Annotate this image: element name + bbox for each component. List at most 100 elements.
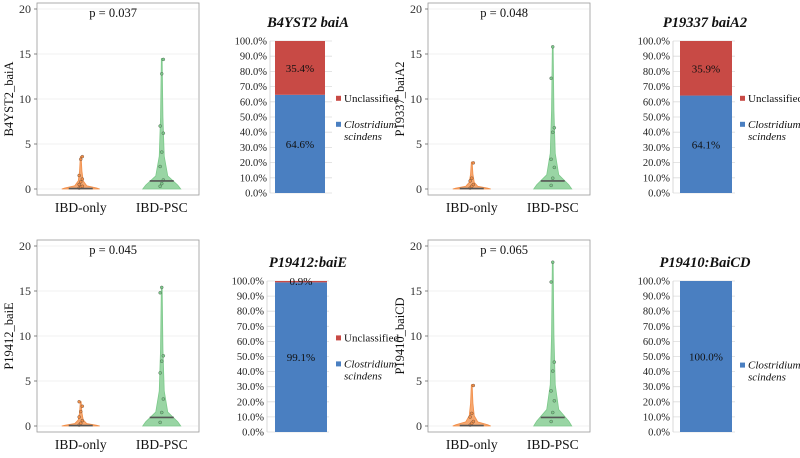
- violin-p19337: 0 5 10 15 20 p = 0.048 P19337_baiA2 IBD-only IBD…: [393, 2, 591, 215]
- segment-value-label: 64.6%: [286, 139, 314, 151]
- legend-label: Clostridium: [748, 119, 800, 131]
- data-point: [77, 400, 81, 404]
- data-point: [551, 369, 555, 373]
- data-point: [470, 176, 474, 180]
- data-point: [549, 157, 553, 161]
- y-tick-label: 100.0%: [235, 37, 268, 48]
- y-tick-label: 20.0%: [643, 158, 670, 169]
- data-point: [551, 176, 555, 180]
- y-tick-label: 60.0%: [643, 337, 670, 348]
- legend-swatch: [740, 362, 745, 368]
- y-tick-label: 70.0%: [237, 322, 264, 333]
- legend-swatch: [740, 121, 745, 127]
- y-tick-label: 20.0%: [643, 397, 670, 408]
- y-tick-label: 30.0%: [240, 143, 267, 154]
- y-tick-label: 60.0%: [643, 97, 670, 108]
- p-value-annotation: p = 0.045: [89, 243, 137, 257]
- data-point: [551, 410, 555, 415]
- chart-title: P19337 baiA2: [663, 15, 747, 31]
- legend-swatch: [740, 95, 745, 101]
- violin-shape-ibd-only: [61, 401, 100, 427]
- legend-label-line2: scindens: [344, 131, 382, 143]
- y-tick-label: 50.0%: [240, 113, 267, 124]
- x-category-label: IBD-only: [446, 200, 498, 215]
- data-point: [551, 130, 555, 134]
- y-tick-label: 15: [410, 284, 422, 298]
- data-point: [80, 418, 84, 423]
- p-value-annotation: p = 0.048: [480, 6, 528, 20]
- data-point: [77, 182, 81, 187]
- legend-swatch: [336, 361, 341, 367]
- y-tick-label: 70.0%: [643, 82, 670, 93]
- y-tick-label: 90.0%: [643, 52, 670, 63]
- y-tick-label: 20: [19, 2, 31, 16]
- data-point: [160, 150, 164, 154]
- y-tick-label: 70.0%: [240, 82, 267, 93]
- y-tick-label: 90.0%: [237, 292, 264, 303]
- legend-label-line2: scindens: [344, 370, 382, 382]
- data-point: [79, 421, 83, 425]
- data-point: [549, 280, 553, 284]
- data-point: [552, 399, 556, 403]
- y-axis-label: P19412_baiE: [2, 302, 16, 370]
- y-tick-label: 15: [19, 284, 31, 298]
- y-tick-label: 100.0%: [638, 277, 671, 288]
- y-tick-label: 10: [19, 329, 31, 343]
- data-point: [158, 124, 162, 128]
- data-point: [158, 371, 162, 375]
- data-point: [471, 383, 475, 388]
- chart-title: P19412:baiE: [269, 255, 347, 271]
- legend-label: Unclassified: [344, 332, 399, 344]
- y-axis-label: P19410_baiCD: [393, 297, 407, 374]
- data-point: [158, 184, 162, 188]
- data-point: [160, 72, 164, 76]
- y-tick-label: 80.0%: [240, 67, 267, 78]
- bar-segment-unclassified: [275, 41, 325, 95]
- legend-label-line2: scindens: [748, 131, 786, 143]
- y-tick-label: 40.0%: [240, 128, 267, 139]
- bar-p19410: 0.0% 10.0% 20.0% 30.0% 40.0% 50.0% 60.0% 70.0% 8…: [638, 255, 800, 439]
- y-tick-label: 20: [410, 2, 422, 16]
- y-tick-label: 10: [19, 92, 31, 106]
- data-point: [80, 177, 84, 181]
- segment-value-label: 99.1%: [287, 352, 315, 364]
- y-tick-label: 20: [410, 239, 422, 253]
- x-category-label: IBD-PSC: [136, 437, 188, 452]
- y-tick-label: 50.0%: [643, 352, 670, 363]
- y-tick-label: 40.0%: [643, 128, 670, 139]
- segment-value-label: 35.9%: [692, 63, 720, 75]
- bar-segment-clostridium-scindens: [680, 95, 732, 193]
- y-tick-label: 0: [416, 182, 422, 196]
- data-point: [471, 161, 475, 165]
- y-tick-label: 0: [416, 419, 422, 433]
- y-tick-label: 70.0%: [643, 322, 670, 333]
- x-category-label: IBD-PSC: [527, 437, 579, 452]
- y-tick-label: 20.0%: [237, 397, 264, 408]
- y-axis-label: B4YST2_baiA: [2, 62, 16, 137]
- data-point: [471, 419, 475, 424]
- legend-swatch: [336, 121, 341, 127]
- violin-p19412: 0 5 10 15 20 p = 0.045 P19412_baiE IBD-only IBD-…: [2, 239, 200, 452]
- y-tick-label: 10.0%: [240, 173, 267, 184]
- y-tick-label: 20: [19, 239, 31, 253]
- data-point: [80, 184, 84, 188]
- data-point: [161, 354, 165, 358]
- y-tick-label: 5: [416, 137, 422, 151]
- y-tick-label: 0: [25, 419, 31, 433]
- data-point: [551, 260, 555, 264]
- x-category-label: IBD-PSC: [136, 200, 188, 215]
- y-tick-label: 10.0%: [643, 173, 670, 184]
- x-category-label: IBD-only: [55, 437, 107, 452]
- bar-segment-clostridium-scindens: [680, 281, 732, 432]
- data-point: [552, 126, 556, 130]
- data-point: [549, 389, 553, 393]
- y-tick-label: 50.0%: [237, 352, 264, 363]
- data-point: [161, 57, 165, 62]
- violin-p19410: 0 5 10 15 20 p = 0.065 P19410_baiCD IBD-only IBD…: [393, 239, 591, 452]
- y-tick-label: 10: [410, 329, 422, 343]
- y-tick-label: 90.0%: [643, 292, 670, 303]
- y-tick-label: 15: [19, 47, 31, 61]
- data-point: [471, 182, 475, 187]
- data-point: [549, 76, 553, 80]
